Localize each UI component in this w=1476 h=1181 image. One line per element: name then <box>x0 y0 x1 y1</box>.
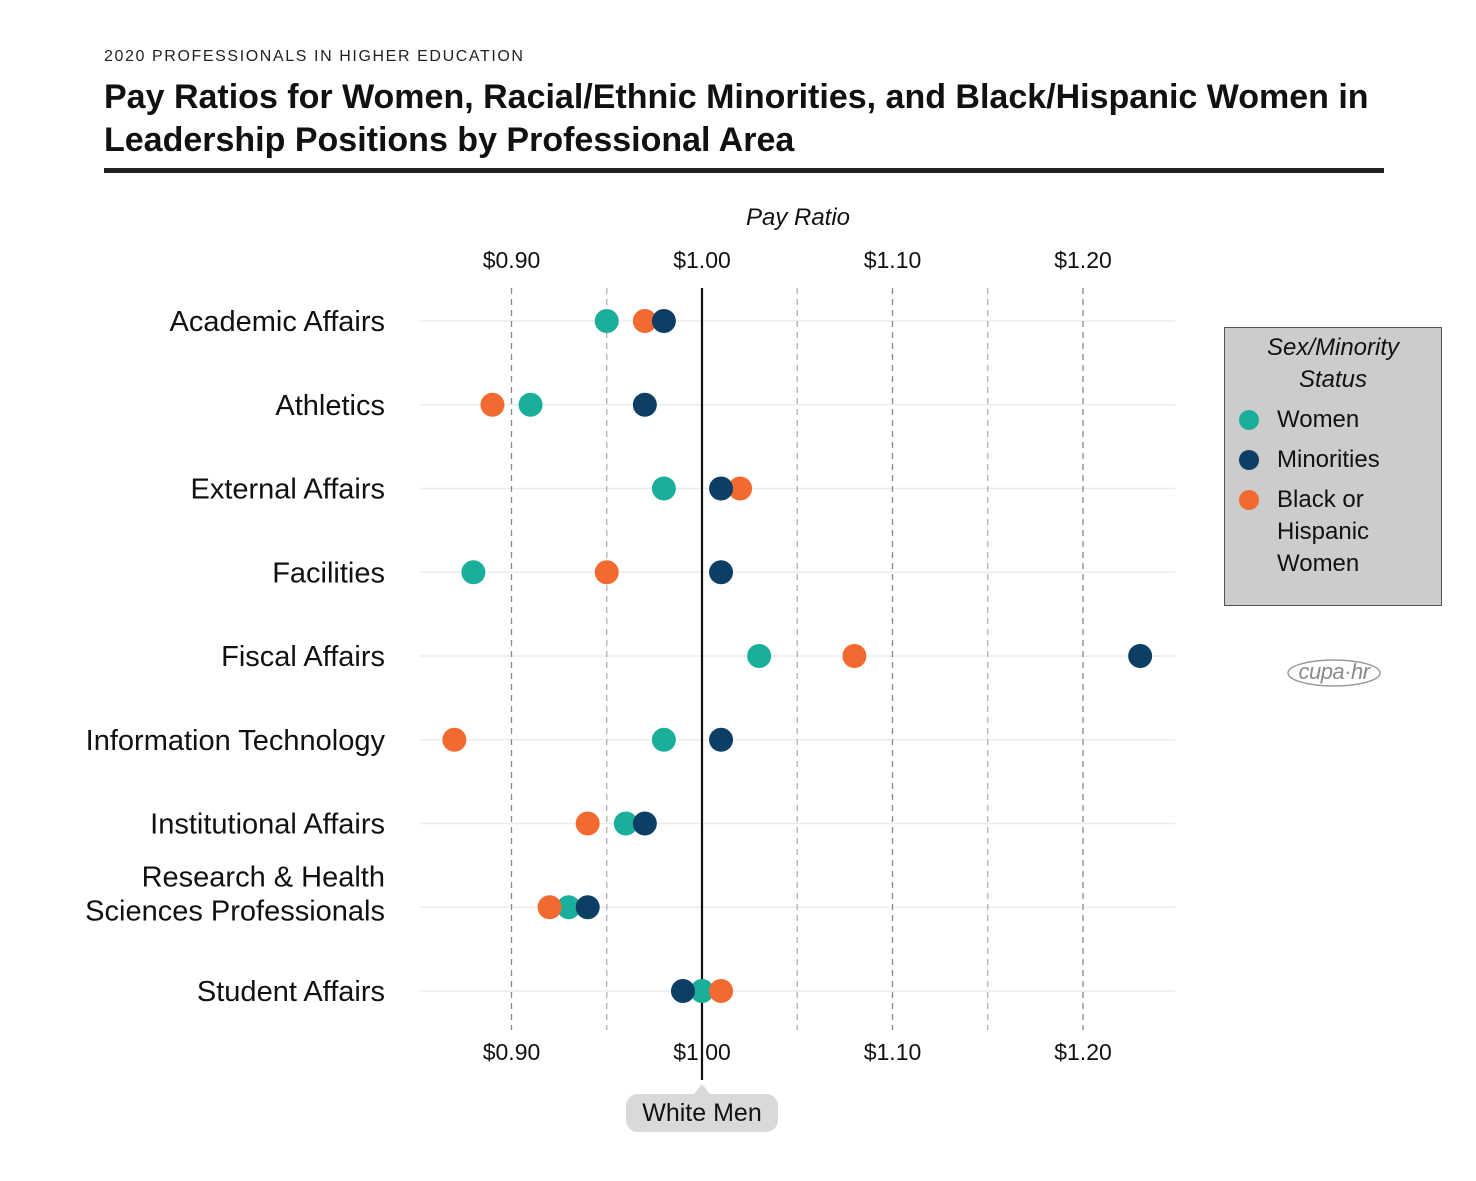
legend-title: Sex/Minority Status <box>1266 334 1400 393</box>
dot-black-or-hispanic-women <box>575 811 600 836</box>
dot-minorities <box>632 392 657 417</box>
category-label: Facilities <box>272 557 385 589</box>
x-tick-label-top: $0.90 <box>483 247 541 273</box>
x-tick-label-top: $1.20 <box>1054 247 1112 273</box>
dot-black-or-hispanic-women <box>632 309 657 333</box>
reference-label-pointer <box>694 1084 710 1094</box>
dot-black-or-hispanic-women <box>537 895 562 920</box>
dot-women <box>518 392 543 417</box>
dot-women <box>747 644 772 668</box>
dot-black-or-hispanic-women <box>728 476 753 501</box>
dot-minorities <box>709 476 734 501</box>
category-label: Research & Health <box>142 861 385 893</box>
x-tick-label-bottom: $1.10 <box>864 1039 922 1065</box>
dot-women <box>594 309 619 333</box>
legend-swatch-minorities <box>1239 450 1259 470</box>
legend-label-minorities: Minorities <box>1277 446 1380 473</box>
legend-item-women: Women <box>1225 404 1441 436</box>
dot-minorities <box>709 560 734 585</box>
dot-minorities <box>670 979 695 1003</box>
dot-layer <box>442 309 1153 1003</box>
dot-minorities <box>1128 644 1153 668</box>
category-label: Fiscal Affairs <box>221 641 385 673</box>
dot-women <box>613 811 638 836</box>
chart-kicker: 2020 PROFESSIONALS IN HIGHER EDUCATION <box>104 48 525 65</box>
category-label: Institutional Affairs <box>150 809 385 841</box>
x-tick-label-top: $1.10 <box>864 247 922 273</box>
title-rule <box>104 168 1384 173</box>
category-label: Student Affairs <box>197 976 385 1008</box>
category-label: Academic Affairs <box>170 306 385 338</box>
reference-label: White Men <box>626 1094 778 1132</box>
dot-black-or-hispanic-women <box>842 644 867 668</box>
dot-minorities <box>651 309 676 333</box>
chart-title: Pay Ratios for Women, Racial/Ethnic Mino… <box>104 78 1369 159</box>
category-label: Sciences Professionals <box>85 895 385 927</box>
dot-women <box>651 476 676 501</box>
dot-minorities <box>709 727 734 752</box>
dot-women <box>651 727 676 752</box>
dot-minorities <box>575 895 600 920</box>
cupa-hr-logo: cupa·hr <box>1286 657 1382 689</box>
category-label: Information Technology <box>86 725 386 757</box>
legend-label-black-hispanic-women: Black or Hispanic Women <box>1277 486 1370 577</box>
x-tick-label-bottom: $1.00 <box>673 1039 731 1065</box>
axis-layer: Pay Ratio $0.90 $0.90 $1.00 $1.00 $1.10 $1.10 $… <box>483 204 1112 1080</box>
x-tick-label-bottom: $1.20 <box>1054 1039 1112 1065</box>
dot-women <box>690 979 714 1003</box>
logo-text: cupa·hr <box>1298 659 1370 684</box>
dot-black-or-hispanic-women <box>442 727 467 752</box>
logo-swoosh <box>1287 659 1381 687</box>
legend-label-women: Women <box>1277 406 1360 433</box>
legend-item-black-hispanic-women: Black or Hispanic Women <box>1225 484 1441 580</box>
x-tick-label-bottom: $0.90 <box>483 1039 541 1065</box>
legend-swatch-women <box>1239 410 1259 430</box>
dot-women <box>556 895 581 920</box>
dot-women <box>461 560 486 585</box>
dot-minorities <box>632 811 657 836</box>
dot-black-or-hispanic-women <box>709 979 734 1003</box>
x-axis-title: Pay Ratio <box>746 204 850 231</box>
grid-layer <box>420 288 1175 1030</box>
legend-item-minorities: Minorities <box>1225 444 1441 476</box>
category-label-layer: Academic Affairs Athletics External Affair… <box>85 306 385 1008</box>
dot-black-or-hispanic-women <box>480 392 505 417</box>
category-label: External Affairs <box>190 474 385 506</box>
legend: Sex/Minority Status Women Minorities Bla… <box>1224 327 1442 606</box>
category-label: Athletics <box>275 390 385 422</box>
legend-swatch-black-hispanic-women <box>1239 490 1259 510</box>
x-tick-label-top: $1.00 <box>673 247 731 273</box>
dot-black-or-hispanic-women <box>594 560 619 585</box>
